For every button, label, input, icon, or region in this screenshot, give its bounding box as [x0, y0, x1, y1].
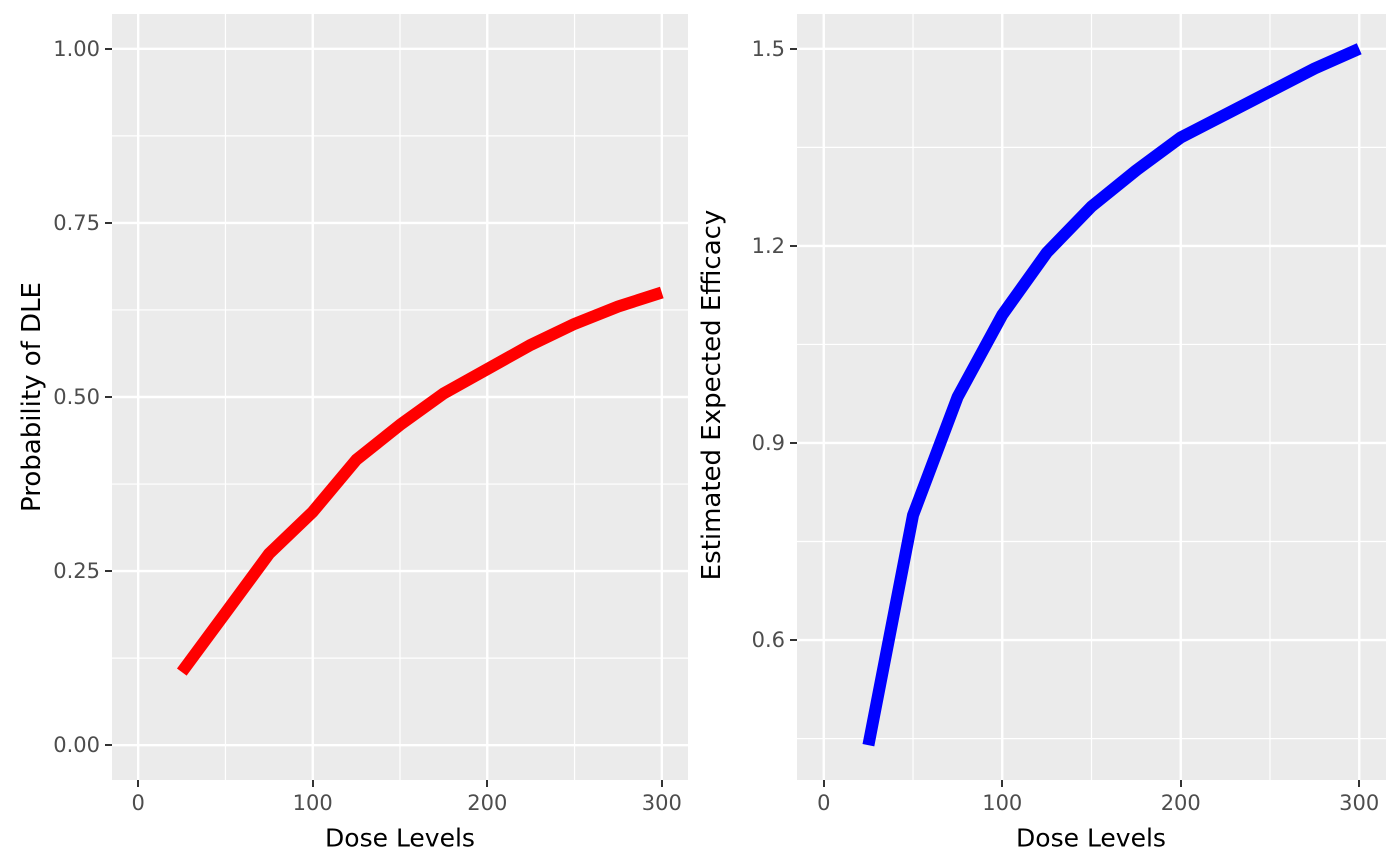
- y-axis-tick-mark: [790, 47, 797, 50]
- x-axis-tick-mark: [1001, 780, 1004, 787]
- y-tick-label: 0.9: [751, 430, 785, 455]
- x-axis-title-right: Dose Levels: [1016, 823, 1166, 853]
- x-axis-tick-mark: [1358, 780, 1361, 787]
- y-tick-label: 0.25: [53, 559, 100, 584]
- y-axis-tick-mark: [105, 744, 112, 747]
- y-axis-tick-mark: [790, 639, 797, 642]
- x-axis-tick-mark: [311, 780, 314, 787]
- y-tick-label: 0.00: [53, 733, 100, 758]
- x-tick-label: 300: [641, 791, 682, 815]
- y-tick-label: 0.6: [751, 628, 785, 653]
- y-axis-tick-mark: [105, 396, 112, 398]
- x-axis-tick-mark: [822, 780, 825, 787]
- x-tick-label: 300: [1339, 791, 1380, 815]
- x-tick-label: 0: [131, 791, 145, 815]
- x-tick-label: 200: [467, 791, 508, 815]
- y-axis-tick-mark: [790, 244, 797, 247]
- x-axis-title-left: Dose Levels: [325, 823, 475, 853]
- x-tick-label: 100: [292, 791, 333, 815]
- x-axis-tick-mark: [486, 780, 489, 787]
- y-axis-tick-mark: [105, 47, 112, 50]
- x-tick-label: 100: [982, 791, 1023, 815]
- y-axis-tick-mark: [105, 221, 112, 224]
- y-tick-label: 1.5: [751, 36, 785, 61]
- left-chart-panel: [112, 14, 688, 780]
- x-axis-tick-mark: [1179, 780, 1182, 787]
- y-axis-tick-mark: [790, 441, 797, 444]
- x-axis-tick-mark: [660, 780, 663, 787]
- y-tick-label: 0.75: [53, 210, 100, 235]
- y-axis-tick-mark: [105, 570, 112, 573]
- x-tick-label: 0: [817, 791, 831, 815]
- x-tick-label: 200: [1160, 791, 1201, 815]
- y-tick-label: 1.2: [751, 233, 785, 258]
- right-chart-panel: [797, 14, 1386, 780]
- y-axis-title-left: Probability of DLE: [17, 282, 47, 512]
- y-tick-label: 1.00: [53, 36, 100, 61]
- y-tick-label: 0.50: [53, 385, 100, 409]
- x-axis-tick-mark: [137, 780, 140, 787]
- y-axis-title-right: Estimated Expected Efficacy: [697, 209, 727, 581]
